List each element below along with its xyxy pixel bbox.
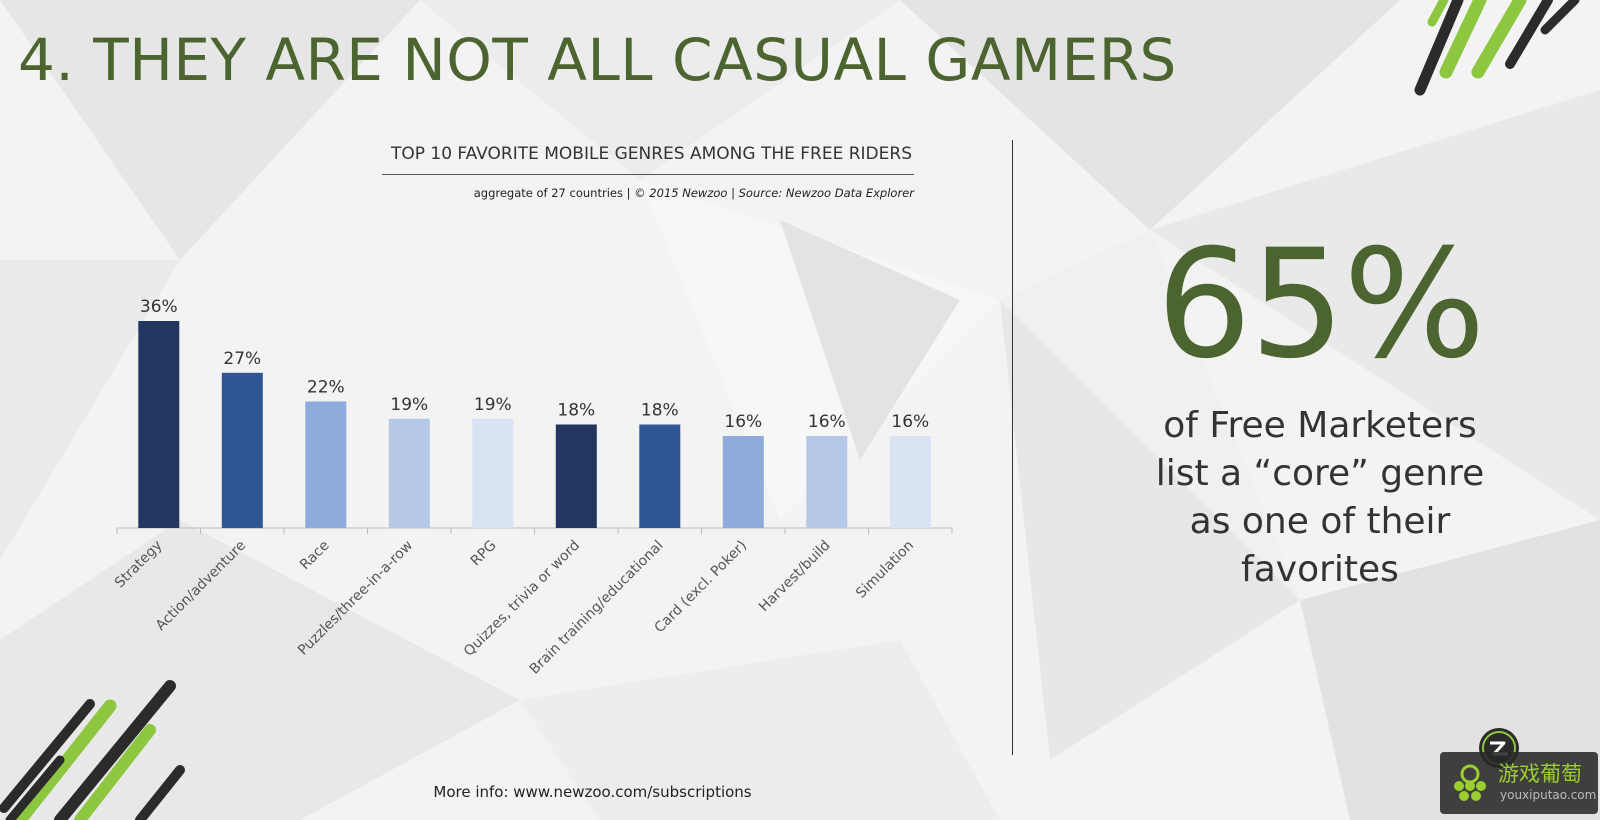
category-label: Harvest/build (756, 538, 834, 616)
stripe-bottom-6 (135, 765, 185, 820)
stripe-top-1 (1414, 0, 1464, 96)
stat-caption-line: of Free Marketers (1163, 405, 1477, 446)
bar-value-label: 22% (307, 378, 345, 398)
bar (221, 372, 263, 529)
bar-value-label: 36% (140, 297, 178, 317)
bar (555, 424, 597, 528)
category-label: Action/adventure (153, 538, 249, 634)
category-label: RPG (468, 538, 500, 570)
bar (388, 418, 430, 529)
chart-title-rule (382, 174, 914, 175)
stripe-bottom-1 (54, 680, 176, 820)
stripe-top-3 (1471, 0, 1527, 79)
bar (722, 436, 764, 528)
chart-subtitle-plain: aggregate of 27 countries | (473, 186, 635, 200)
bar (472, 418, 514, 529)
bar (806, 436, 848, 528)
watermark-cn-text: 游戏葡萄 (1498, 762, 1582, 786)
stripe-top-6 (1427, 0, 1449, 27)
category-label: Brain training/educational (527, 538, 667, 678)
bar (639, 424, 681, 528)
stat-caption-line: favorites (1241, 549, 1399, 590)
stat-caption-line: as one of their (1189, 501, 1451, 542)
bar-value-label: 18% (641, 401, 679, 421)
category-label: Simulation (853, 538, 917, 602)
bar-value-label: 18% (557, 401, 595, 421)
slide-title: 4. THEY ARE NOT ALL CASUAL GAMERS (18, 26, 1177, 94)
stat-caption: of Free Marketers list a “core” genre as… (1100, 402, 1540, 594)
bar-value-label: 19% (390, 395, 428, 415)
stat-caption-line: list a “core” genre (1155, 453, 1485, 494)
bar-value-label: 19% (474, 395, 512, 415)
chart-subtitle: aggregate of 27 countries | © 2015 Newzo… (382, 186, 914, 200)
big-stat-value: 65% (1156, 218, 1485, 392)
grape-icon (1454, 764, 1486, 801)
category-label: Strategy (112, 538, 166, 592)
stripe-top-2 (1439, 0, 1487, 79)
bar-value-label: 27% (223, 349, 261, 369)
bar (138, 321, 180, 528)
site-watermark: 游戏葡萄 youxiputao.com (1440, 752, 1598, 814)
vertical-divider (1012, 140, 1013, 755)
bar-value-label: 16% (724, 412, 762, 432)
category-label: Card (excl. Poker) (651, 538, 750, 637)
watermark-en-text: youxiputao.com (1500, 788, 1597, 802)
chart-title: TOP 10 FAVORITE MOBILE GENRES AMONG THE … (390, 144, 912, 164)
bar (305, 401, 347, 528)
stripe-bottom-2 (13, 699, 117, 820)
category-label: Race (297, 538, 333, 574)
stripe-bottom-3 (74, 724, 156, 820)
bar (889, 436, 931, 528)
footer-more-info: More info: www.newzoo.com/subscriptions (433, 783, 752, 801)
stripe-top-4 (1505, 0, 1553, 69)
stripe-bottom-4 (0, 699, 95, 813)
stripe-bottom-5 (5, 755, 65, 820)
bar-value-label: 16% (808, 412, 846, 432)
stripe-top-5 (1540, 0, 1580, 35)
chart-subtitle-source: © 2015 Newzoo | Source: Newzoo Data Expl… (634, 186, 914, 200)
bar-value-label: 16% (891, 412, 929, 432)
